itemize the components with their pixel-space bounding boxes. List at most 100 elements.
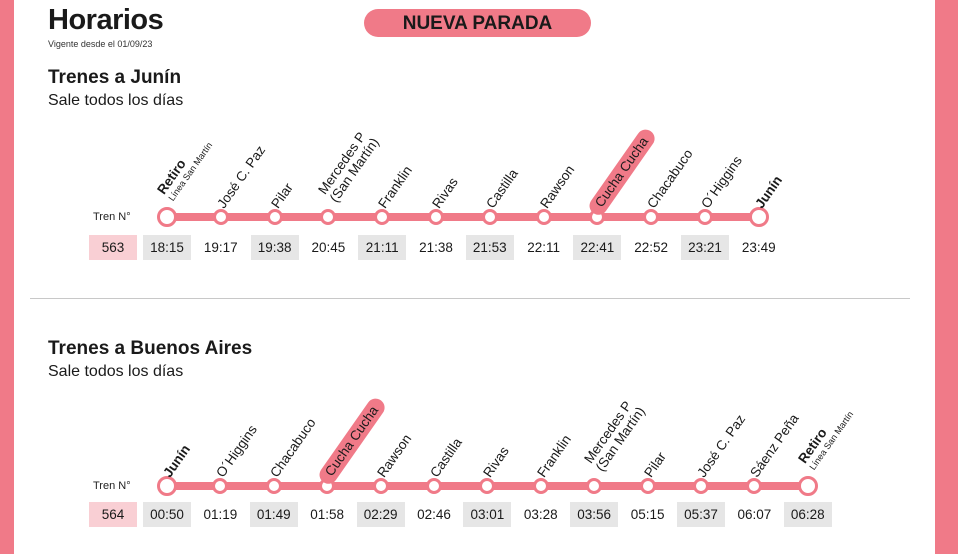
station-stop-marker: [157, 207, 177, 227]
departure-time: 05:37: [677, 502, 725, 527]
station-name: Junín: [160, 441, 194, 481]
station-name: José C. Paz: [213, 142, 269, 212]
station-label: Castilla: [482, 166, 521, 212]
station-stop-marker: [643, 209, 660, 225]
section-subtitle-junin: Sale todos los días: [48, 92, 184, 109]
station-stop-marker: [586, 478, 603, 494]
station-name: Castilla: [482, 166, 521, 212]
station-stop-marker: [693, 478, 709, 494]
section-title-buenos-aires: Trenes a Buenos Aires: [48, 338, 253, 359]
station-stop-marker: [320, 209, 337, 225]
station-label: Junín: [751, 172, 785, 212]
station-label: Franklin: [533, 432, 574, 481]
station-name: O´Higgins: [213, 422, 261, 481]
station-stop-marker: [746, 478, 763, 494]
route-line: [167, 213, 759, 221]
train-number: 563: [89, 235, 137, 260]
station-label: Rivas: [429, 174, 461, 212]
section-divider: [30, 298, 910, 299]
left-accent-bar: [0, 0, 14, 554]
station-label: O´Higgins: [698, 153, 745, 212]
departure-time: 20:45: [311, 240, 346, 255]
departure-time: 03:56: [570, 502, 619, 527]
station-stop-marker: [266, 209, 283, 225]
departure-time: 01:19: [203, 507, 238, 522]
departure-time: 00:50: [143, 502, 191, 527]
station-stop-marker: [797, 476, 818, 496]
station-label: Franklin: [375, 163, 416, 212]
right-accent-bar: [935, 0, 958, 554]
station-stop-marker: [212, 209, 229, 225]
station-label: Pilar: [640, 449, 669, 481]
station-label: Chacabuco: [644, 146, 696, 212]
departure-time: 23:49: [741, 240, 776, 255]
station-stop-marker: [426, 478, 442, 494]
station-name: Chacabuco: [266, 415, 319, 481]
station-label: Rawson: [536, 162, 578, 212]
departure-time: 05:15: [630, 507, 665, 522]
departure-time: 19:38: [250, 235, 299, 260]
station-stop-marker: [428, 209, 444, 225]
station-name: Rivas: [480, 443, 513, 481]
station-stop-marker: [374, 209, 391, 225]
station-name: Rawson: [536, 162, 578, 212]
station-stop-marker: [372, 478, 389, 494]
station-stop-marker: [212, 478, 229, 494]
station-name: Cucha Cucha: [592, 134, 652, 210]
departure-time: 06:28: [783, 502, 832, 527]
section-subtitle-buenos-aires: Sale todos los días: [48, 363, 184, 380]
station-stop-marker: [532, 478, 549, 494]
station-label: Sáenz Peña: [747, 411, 803, 481]
station-label: Chacabuco: [266, 415, 319, 481]
station-name: Franklin: [533, 432, 574, 481]
station-stop-marker: [479, 478, 496, 494]
validity-date: Vigente desde el 01/09/23: [48, 39, 153, 49]
station-stop-marker: [157, 476, 177, 496]
station-name: Franklin: [375, 163, 416, 212]
departure-time: 01:49: [249, 502, 298, 527]
station-label: Retiro Línea San Martín: [154, 132, 214, 202]
station-label: Rawson: [374, 431, 414, 480]
departure-time: 22:41: [573, 235, 622, 260]
departure-time: 21:11: [358, 235, 407, 260]
departure-time: 19:17: [203, 240, 238, 255]
station-name: Rivas: [429, 174, 461, 212]
departure-time: 03:28: [523, 507, 558, 522]
departure-time: 02:29: [356, 502, 405, 527]
departure-time: 21:38: [419, 240, 453, 255]
departure-time: 21:53: [465, 235, 514, 260]
station-label: Pilar: [267, 180, 296, 212]
station-label: Retiro Línea San Martín: [795, 401, 855, 471]
departure-time: 22:11: [527, 240, 560, 255]
station-stop-marker: [535, 209, 552, 225]
station-name: Junín: [751, 172, 785, 212]
station-label: Rivas: [480, 443, 513, 481]
departure-time: 01:58: [310, 507, 345, 522]
station-name: Pilar: [640, 449, 669, 481]
departure-time: 22:52: [634, 240, 669, 255]
departure-time: 18:15: [143, 235, 191, 260]
station-label: O´Higgins: [213, 422, 261, 481]
train-number-label: Tren N°: [93, 480, 131, 492]
train-number-label: Tren N°: [93, 211, 131, 223]
station-label: José C. Paz: [213, 142, 269, 212]
departure-time: 06:07: [737, 507, 772, 522]
station-label: Mercedes P (San Martín): [316, 128, 383, 205]
station-stop-marker: [481, 209, 498, 225]
station-label: Junín: [160, 441, 194, 481]
station-name: Chacabuco: [644, 146, 696, 212]
station-name: Sáenz Peña: [747, 411, 803, 481]
station-name: O´Higgins: [698, 153, 745, 212]
station-stop-marker: [697, 209, 713, 225]
departure-time: 23:21: [681, 235, 729, 260]
departure-time: 02:46: [417, 507, 451, 522]
new-stop-badge: NUEVA PARADA: [364, 9, 591, 37]
station-label: Mercedes P (San Martín): [581, 397, 648, 474]
station-stop-marker: [639, 478, 656, 494]
page-title: Horarios: [48, 4, 164, 36]
station-label: José C. Paz: [694, 412, 748, 480]
station-label: Castilla: [427, 435, 465, 480]
train-number: 564: [89, 502, 137, 527]
station-name: Pilar: [267, 180, 296, 212]
station-stop-marker: [265, 478, 282, 494]
